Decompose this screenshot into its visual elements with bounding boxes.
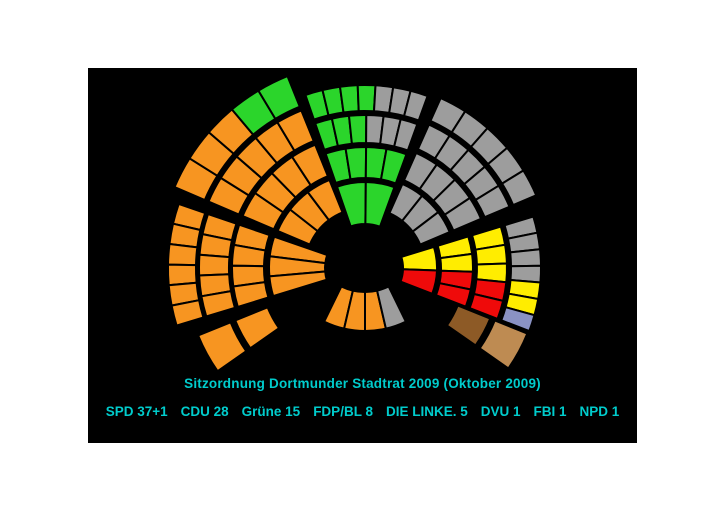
seat-dvu — [500, 305, 536, 333]
seat-cdu — [443, 196, 483, 232]
seating-chart-panel: Sitzordnung Dortmunder Stadtrat 2009 (Ok… — [88, 68, 637, 443]
seat-spd — [306, 178, 344, 222]
seat-gruene — [356, 83, 377, 113]
seat-spd — [290, 143, 330, 187]
seat-cdu — [402, 89, 429, 122]
seat-cdu — [411, 210, 452, 246]
seat-fdp — [439, 252, 474, 273]
seat-spd — [200, 289, 237, 318]
legend-entry: FBI 1 — [533, 404, 567, 419]
legend: SPD 37+1 CDU 28 Grüne 15 FDP/BL 8 DIE LINKE.… — [88, 404, 637, 419]
seat-cdu — [392, 117, 419, 152]
seat-fbi — [445, 304, 492, 347]
legend-entry: CDU 28 — [180, 404, 229, 419]
legend-entry: Grüne 15 — [241, 404, 301, 419]
seat-fdp — [400, 245, 439, 272]
seat-spd — [170, 299, 205, 327]
seat-cdu — [500, 169, 538, 207]
seat-gruene — [257, 74, 302, 121]
legend-entry: DIE LINKE. 5 — [385, 404, 468, 419]
seat-linke — [399, 268, 439, 296]
seat-spd — [268, 270, 328, 298]
seat-gruene — [335, 180, 367, 228]
legend-entry: DVU 1 — [480, 404, 521, 419]
seat-cdu — [474, 184, 511, 219]
seat-gruene — [379, 147, 408, 185]
seat-gruene — [347, 113, 368, 145]
seat-spd — [166, 242, 199, 267]
seat-cdu — [375, 285, 408, 330]
seating-chart — [166, 74, 543, 373]
seat-gruene — [338, 84, 360, 114]
chart-title: Sitzordnung Dortmunder Stadtrat 2009 (Ok… — [184, 376, 541, 391]
seat-spd — [198, 253, 231, 277]
seat-gruene — [364, 180, 396, 228]
legend-entry: NPD 1 — [579, 404, 620, 419]
seat-spd — [196, 320, 248, 373]
seat-spd — [233, 305, 281, 350]
seat-linke — [468, 292, 505, 321]
legend-entry: SPD 37+1 — [105, 404, 168, 419]
seat-spd — [232, 280, 270, 309]
seat-npd — [478, 319, 529, 370]
seat-linke — [434, 282, 472, 308]
legend-entry: FDP/BL 8 — [313, 404, 373, 419]
seat-spd — [276, 109, 316, 152]
seat-cdu — [509, 248, 543, 268]
